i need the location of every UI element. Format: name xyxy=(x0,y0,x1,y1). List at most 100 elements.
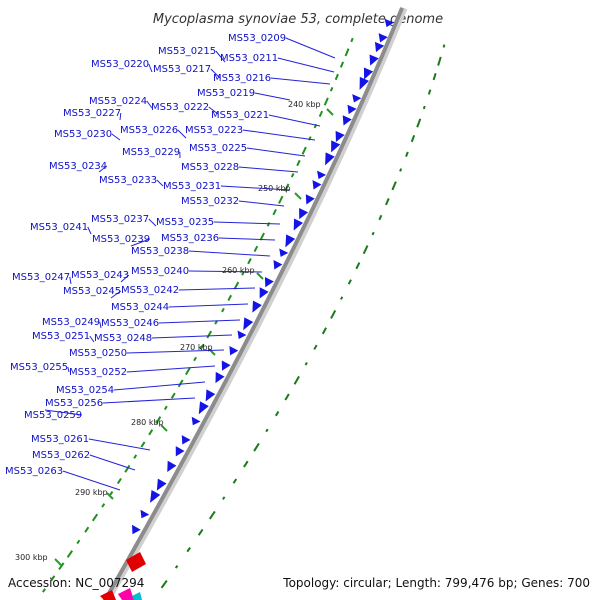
gene-feature xyxy=(352,94,362,103)
backbone-ring xyxy=(102,6,408,600)
tick-mark xyxy=(54,558,62,566)
gene-feature xyxy=(359,76,369,90)
gene-feature xyxy=(378,33,388,43)
gc-mark xyxy=(266,222,271,227)
gene-label-line xyxy=(110,290,122,299)
gene-feature xyxy=(369,54,379,66)
gene-label: MS53_0240 xyxy=(131,266,189,277)
gene-label-line xyxy=(238,166,299,173)
tick-label: 290 kbp xyxy=(75,488,108,497)
gc-mark xyxy=(318,110,324,117)
gene-label-lines xyxy=(44,37,336,491)
gene-label-line xyxy=(44,409,82,416)
gc-skew-mark xyxy=(265,428,269,433)
gene-label: MS53_0224 xyxy=(89,96,147,107)
gene-label-line xyxy=(111,133,121,141)
gc-skew-mark xyxy=(355,262,361,270)
gene-label: MS53_0231 xyxy=(163,181,221,192)
gene-label-line xyxy=(119,112,122,121)
gc-skew-track xyxy=(160,44,446,589)
gene-label-line xyxy=(246,147,306,157)
gene-label-line xyxy=(168,303,249,308)
gene-label: MS53_0243 xyxy=(71,270,129,281)
tick-labels: 240 kbp 250 kbp 260 kbp 270 kbp 280 kbp 290 k… xyxy=(15,100,321,562)
gene-label: MS53_0252 xyxy=(69,367,127,378)
tick-label: 270 kbp xyxy=(180,343,213,352)
gene-label-line xyxy=(210,68,221,79)
tick-label: 300 kbp xyxy=(15,553,48,562)
gene-label-line xyxy=(87,226,92,235)
gc-skew-mark xyxy=(416,118,422,128)
gc-mark xyxy=(350,37,354,43)
gc-mark xyxy=(344,48,350,57)
gc-skew-mark xyxy=(197,528,204,536)
gc-mark xyxy=(221,307,225,313)
gc-mark xyxy=(206,330,213,339)
genome-summary-text: Topology: circular; Length: 799,476 bp; … xyxy=(282,576,590,590)
gc-mark xyxy=(233,281,240,290)
tick-mark xyxy=(160,424,168,432)
gene-feature-red xyxy=(100,590,116,600)
gene-feature xyxy=(259,287,269,299)
gene-label-line xyxy=(158,319,241,324)
gene-label: MS53_0259 xyxy=(24,410,82,421)
gene-label-line xyxy=(188,270,263,273)
gc-skew-mark xyxy=(208,510,216,520)
gene-label: MS53_0220 xyxy=(91,59,149,70)
gene-feature xyxy=(374,41,385,53)
gene-label: MS53_0238 xyxy=(131,246,189,257)
gene-label-line xyxy=(218,237,276,241)
gene-label: MS53_0262 xyxy=(32,450,90,461)
gc-mark xyxy=(184,367,191,376)
gene-label: MS53_0249 xyxy=(42,317,100,328)
tick-label: 250 kbp xyxy=(258,184,291,193)
gene-label: MS53_0234 xyxy=(49,161,107,172)
gene-feature xyxy=(342,115,352,126)
gc-mark xyxy=(109,490,114,496)
gene-feature xyxy=(299,208,309,220)
gc-mark xyxy=(42,588,46,593)
gene-feature xyxy=(132,524,141,535)
gene-feature xyxy=(237,330,247,339)
gene-label: MS53_0229 xyxy=(122,147,180,158)
gene-label-line xyxy=(242,129,316,141)
map-title: Mycoplasma synoviae 53, complete genome xyxy=(153,12,443,27)
gene-label: MS53_0216 xyxy=(213,73,271,84)
gc-skew-mark xyxy=(284,393,290,401)
gc-mark xyxy=(259,232,265,241)
gene-label: MS53_0247 xyxy=(12,272,70,283)
gene-label: MS53_0256 xyxy=(45,398,103,409)
gc-mark xyxy=(50,575,56,582)
gene-label: MS53_0232 xyxy=(181,196,239,207)
gene-label: MS53_0226 xyxy=(120,125,178,136)
gc-mark xyxy=(91,513,99,522)
gc-skew-mark xyxy=(432,72,437,81)
gc-mark xyxy=(253,245,259,253)
gene-feature xyxy=(305,194,315,205)
gene-label: MS53_0211 xyxy=(220,53,278,64)
gc-mark xyxy=(163,405,168,411)
gene-label: MS53_0241 xyxy=(30,222,88,233)
gc-mark xyxy=(170,392,176,399)
gene-label-line xyxy=(177,129,187,139)
gc-skew-mark xyxy=(410,134,416,143)
gene-feature xyxy=(181,435,191,445)
gene-feature xyxy=(191,416,201,426)
gene-label-line xyxy=(220,185,291,191)
gene-label-line xyxy=(178,287,256,291)
gene-feature xyxy=(317,170,327,180)
accession-text: Accession: NC_007294 xyxy=(8,576,144,590)
gc-skew-mark xyxy=(174,565,179,569)
gc-mark xyxy=(339,61,345,68)
gc-mark xyxy=(177,379,184,388)
gene-feature-cyan xyxy=(132,592,142,600)
gc-mark xyxy=(140,441,146,448)
gene-label-line xyxy=(208,106,219,115)
gc-skew-mark xyxy=(422,105,426,110)
gene-label: MS53_0236 xyxy=(161,233,219,244)
gene-label-line xyxy=(69,276,72,285)
gc-skew-mark xyxy=(274,411,280,417)
gc-skew-mark xyxy=(243,460,249,468)
gc-mark xyxy=(116,477,122,485)
gene-label: MS53_0219 xyxy=(197,88,255,99)
